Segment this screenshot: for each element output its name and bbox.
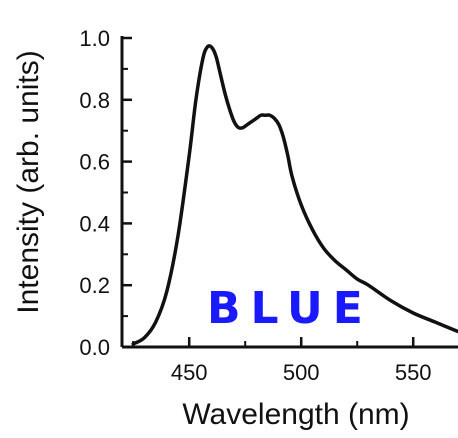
y-tick-label: 0.2 bbox=[79, 273, 110, 298]
y-tick-label: 0.8 bbox=[79, 88, 110, 113]
ticks bbox=[122, 36, 415, 349]
y-tick-label: 0.0 bbox=[79, 335, 110, 360]
x-axis-title: Wavelength (nm) bbox=[182, 398, 409, 431]
y-tick-label: 1.0 bbox=[79, 26, 110, 51]
y-axis-title: Intensity (arb. units) bbox=[12, 50, 45, 313]
y-tick-label: 0.6 bbox=[79, 150, 110, 175]
tick-labels: 0.0 0.2 0.4 0.6 0.8 1.0 450 500 550 bbox=[79, 26, 431, 385]
x-tick-label: 450 bbox=[171, 360, 208, 385]
x-tick-label: 500 bbox=[283, 360, 320, 385]
blue-annotation-label: BLUE bbox=[207, 283, 373, 334]
x-tick-label: 550 bbox=[395, 360, 432, 385]
y-tick-label: 0.4 bbox=[79, 211, 110, 236]
plot-area bbox=[131, 44, 458, 346]
spectrum-line-series-0 bbox=[131, 44, 458, 346]
